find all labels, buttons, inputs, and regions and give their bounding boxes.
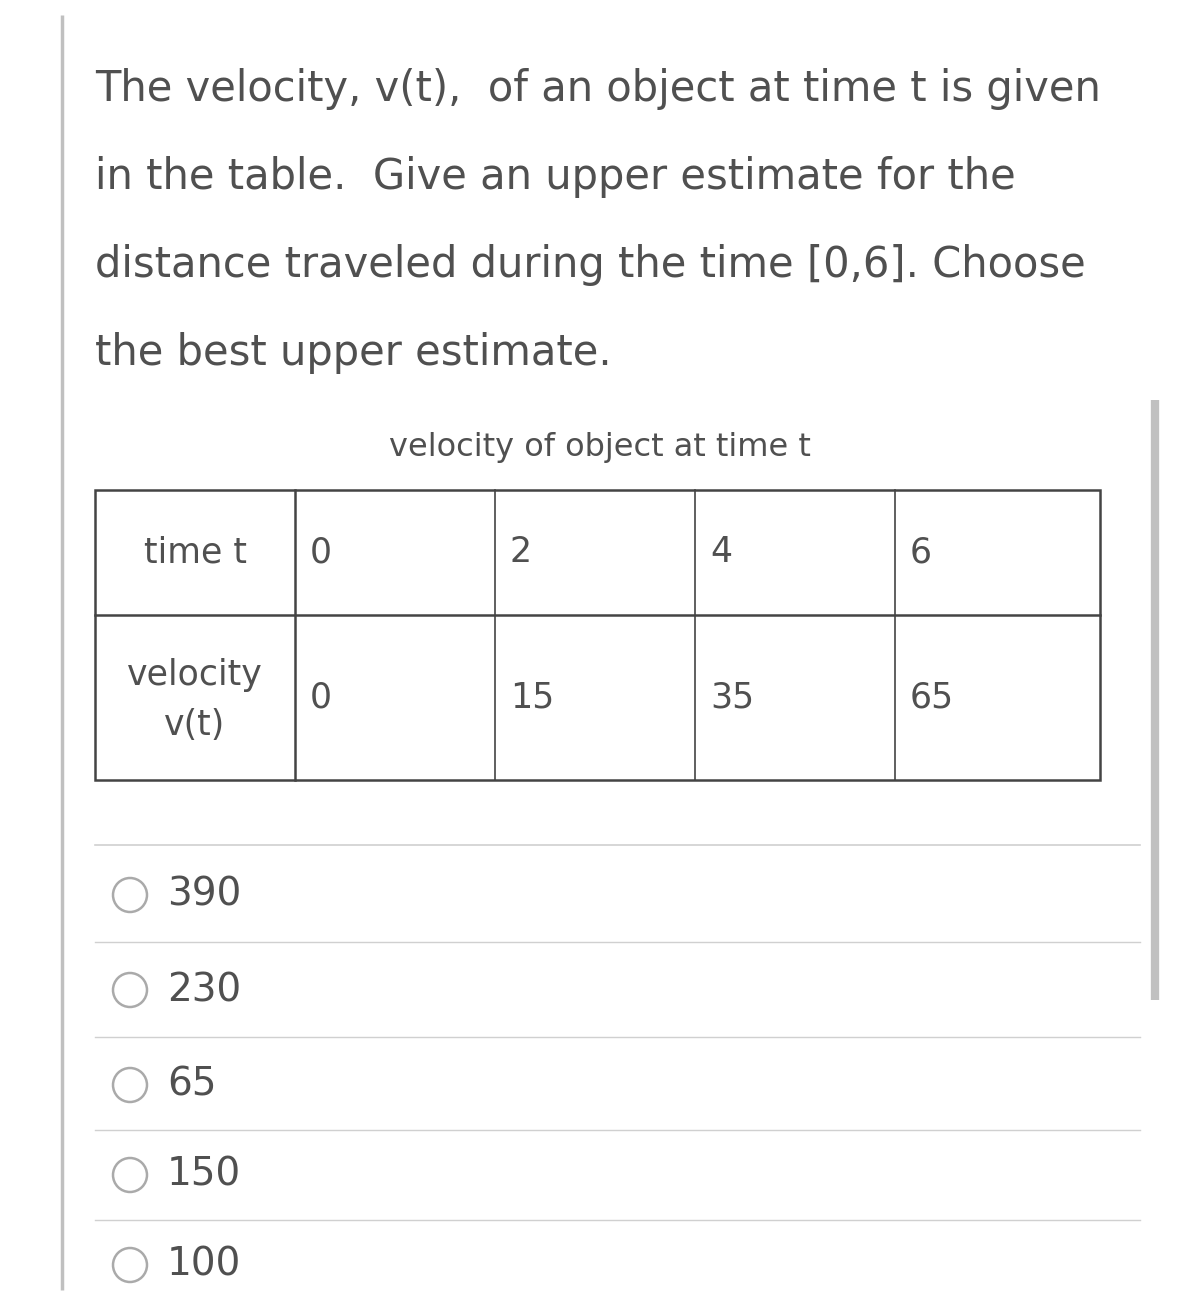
Text: the best upper estimate.: the best upper estimate. (95, 332, 612, 374)
Text: 390: 390 (167, 876, 241, 914)
Text: 65: 65 (910, 681, 954, 715)
Text: 150: 150 (167, 1155, 241, 1195)
Text: 4: 4 (710, 536, 732, 570)
Text: 0: 0 (310, 681, 332, 715)
Text: The velocity, v(t),  of an object at time t is given: The velocity, v(t), of an object at time… (95, 68, 1100, 110)
Text: 100: 100 (167, 1246, 241, 1283)
Text: time t: time t (144, 536, 246, 570)
Text: 6: 6 (910, 536, 932, 570)
Bar (95, 490, 1100, 780)
Text: 35: 35 (710, 681, 754, 715)
Text: 0: 0 (310, 536, 332, 570)
Text: v(t): v(t) (164, 708, 226, 742)
Text: 230: 230 (167, 971, 241, 1009)
Text: 65: 65 (167, 1067, 216, 1104)
Text: velocity of object at time t: velocity of object at time t (389, 433, 811, 463)
Text: velocity: velocity (127, 659, 263, 693)
Text: 15: 15 (510, 681, 554, 715)
Text: distance traveled during the time [0,6]. Choose: distance traveled during the time [0,6].… (95, 244, 1086, 286)
Text: 2: 2 (510, 536, 532, 570)
Text: in the table.  Give an upper estimate for the: in the table. Give an upper estimate for… (95, 156, 1015, 197)
